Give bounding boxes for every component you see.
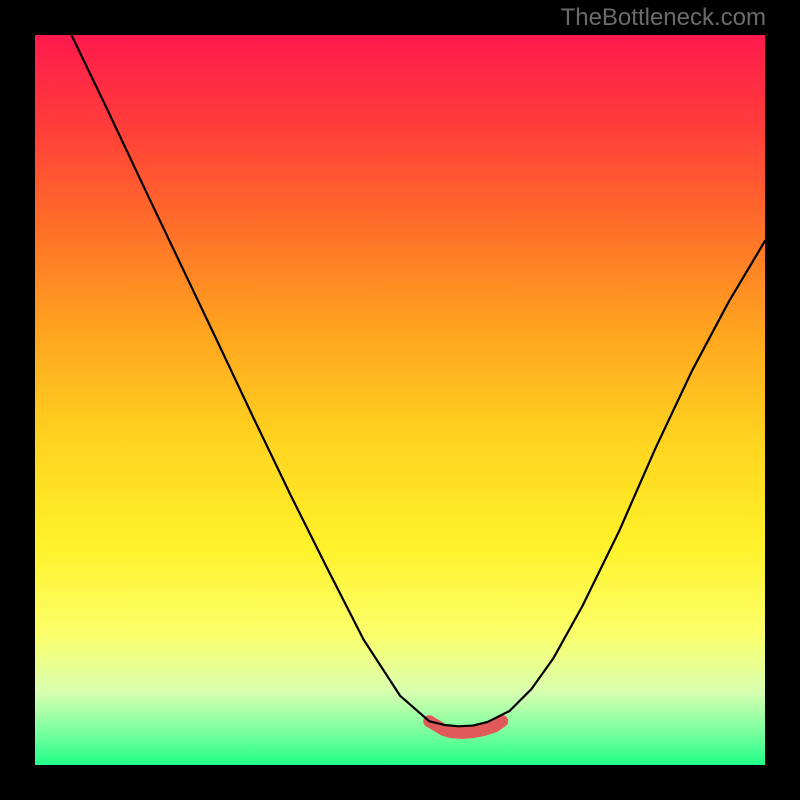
- chart-container: TheBottleneck.com: [0, 0, 800, 800]
- plot-background: [35, 35, 765, 765]
- watermark-text: TheBottleneck.com: [561, 4, 766, 32]
- bottleneck-chart: [0, 0, 800, 800]
